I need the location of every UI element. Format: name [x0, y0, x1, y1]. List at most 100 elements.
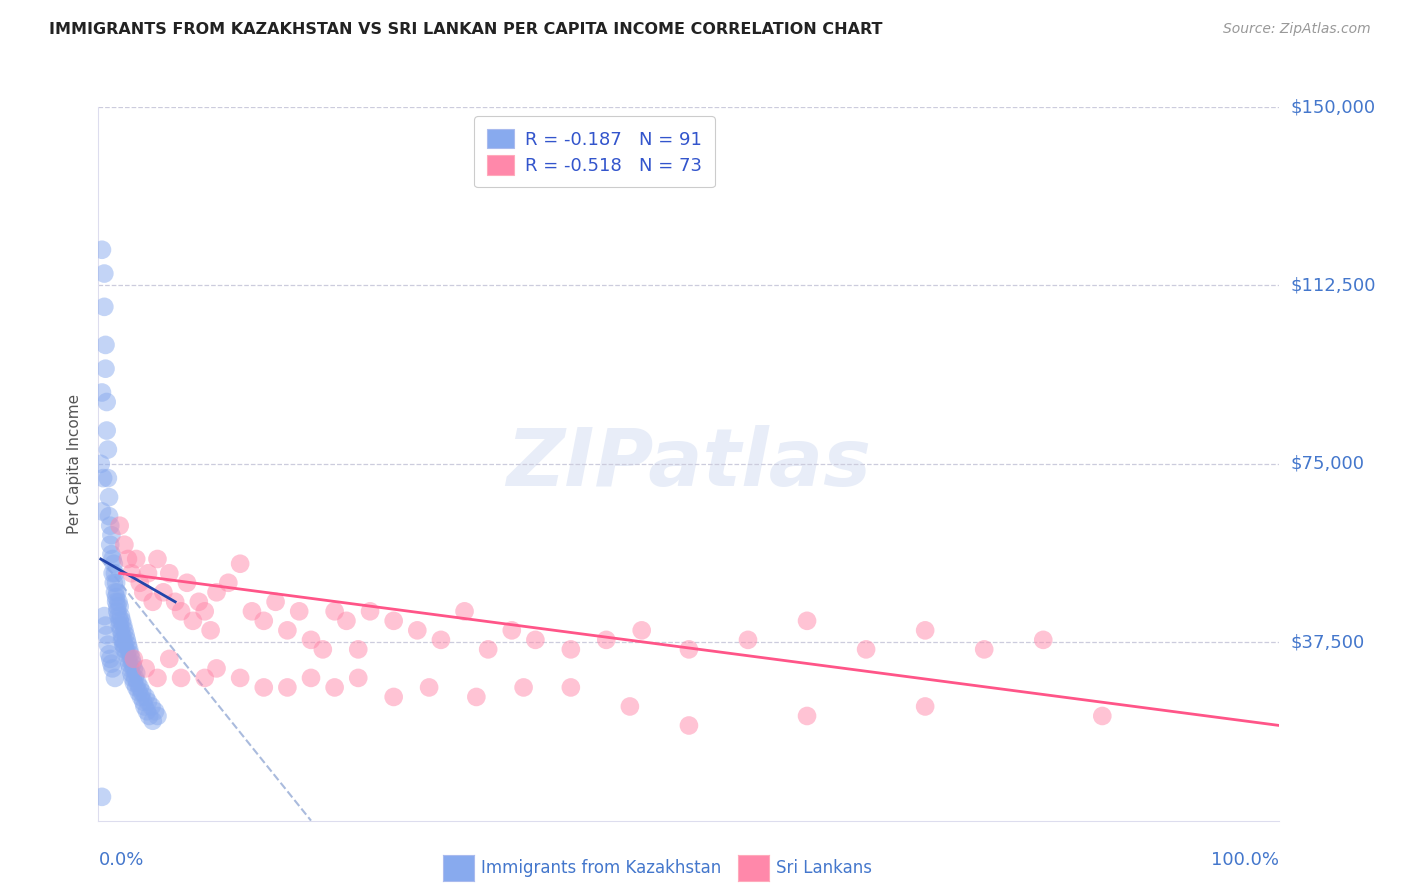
Point [524, 632, 547, 647]
Point [91, 471, 114, 485]
Point [122, 675, 145, 690]
Point [136, 566, 159, 581]
Point [120, 647, 142, 661]
Point [122, 652, 145, 666]
Point [276, 624, 298, 638]
Point [194, 604, 217, 618]
Point [1091, 709, 1114, 723]
Point [121, 652, 143, 666]
Point [135, 661, 157, 675]
Point [121, 671, 143, 685]
Point [134, 699, 156, 714]
Point [152, 585, 174, 599]
Point [477, 642, 499, 657]
Point [146, 552, 169, 566]
Point [125, 552, 148, 566]
Text: $37,500: $37,500 [1291, 633, 1365, 651]
Point [914, 624, 936, 638]
Point [110, 609, 132, 624]
Point [560, 681, 582, 695]
Point [359, 604, 381, 618]
Point [347, 671, 370, 685]
Point [105, 585, 128, 599]
Point [100, 528, 122, 542]
Point [108, 599, 131, 614]
Point [121, 657, 143, 671]
Point [122, 661, 145, 675]
Point [418, 681, 440, 695]
Point [430, 632, 453, 647]
Point [125, 666, 148, 681]
Point [501, 624, 523, 638]
Point [127, 675, 149, 690]
Point [98, 538, 121, 552]
Point [98, 647, 121, 661]
Point [128, 575, 150, 590]
Point [124, 671, 146, 685]
Point [253, 681, 276, 695]
Legend: R = -0.187   N = 91, R = -0.518   N = 73: R = -0.187 N = 91, R = -0.518 N = 73 [474, 116, 714, 187]
Point [914, 699, 936, 714]
Point [299, 632, 322, 647]
Point [205, 585, 228, 599]
Point [103, 575, 125, 590]
Point [115, 632, 138, 647]
Point [114, 642, 136, 657]
Point [560, 642, 582, 657]
Point [120, 661, 142, 675]
Point [112, 538, 135, 552]
Point [98, 652, 121, 666]
Point [312, 642, 335, 657]
Point [112, 624, 135, 638]
Point [176, 575, 198, 590]
Point [97, 442, 120, 457]
Point [104, 585, 127, 599]
Point [138, 709, 160, 723]
Point [97, 471, 120, 485]
Point [117, 552, 139, 566]
Point [181, 614, 204, 628]
Point [406, 624, 429, 638]
Point [96, 424, 118, 438]
Point [678, 718, 700, 732]
Point [90, 457, 112, 471]
Point [91, 504, 114, 518]
Point [146, 671, 169, 685]
Text: ZIPatlas: ZIPatlas [506, 425, 872, 503]
Point [118, 657, 141, 671]
Point [157, 566, 180, 581]
Point [276, 681, 298, 695]
Point [91, 243, 114, 257]
Point [142, 595, 165, 609]
Point [142, 714, 165, 728]
Y-axis label: Per Capita Income: Per Capita Income [67, 393, 83, 534]
Point [121, 666, 143, 681]
Text: Sri Lankans: Sri Lankans [776, 859, 872, 877]
Point [194, 671, 217, 685]
Point [103, 557, 125, 571]
Point [264, 595, 287, 609]
Point [678, 642, 700, 657]
Text: Source: ZipAtlas.com: Source: ZipAtlas.com [1223, 22, 1371, 37]
Point [143, 704, 166, 718]
Point [104, 671, 127, 685]
Point [105, 604, 128, 618]
Point [112, 642, 135, 657]
Text: $75,000: $75,000 [1291, 455, 1365, 473]
Point [855, 642, 877, 657]
Point [111, 632, 134, 647]
Point [135, 690, 157, 704]
Point [93, 267, 115, 281]
Point [91, 789, 114, 804]
Point [112, 638, 135, 652]
Point [465, 690, 488, 704]
Point [101, 566, 124, 581]
Point [595, 632, 617, 647]
Point [170, 671, 193, 685]
Point [240, 604, 263, 618]
Point [111, 614, 134, 628]
Point [111, 628, 134, 642]
Point [165, 595, 187, 609]
Point [347, 642, 370, 657]
Point [453, 604, 475, 618]
